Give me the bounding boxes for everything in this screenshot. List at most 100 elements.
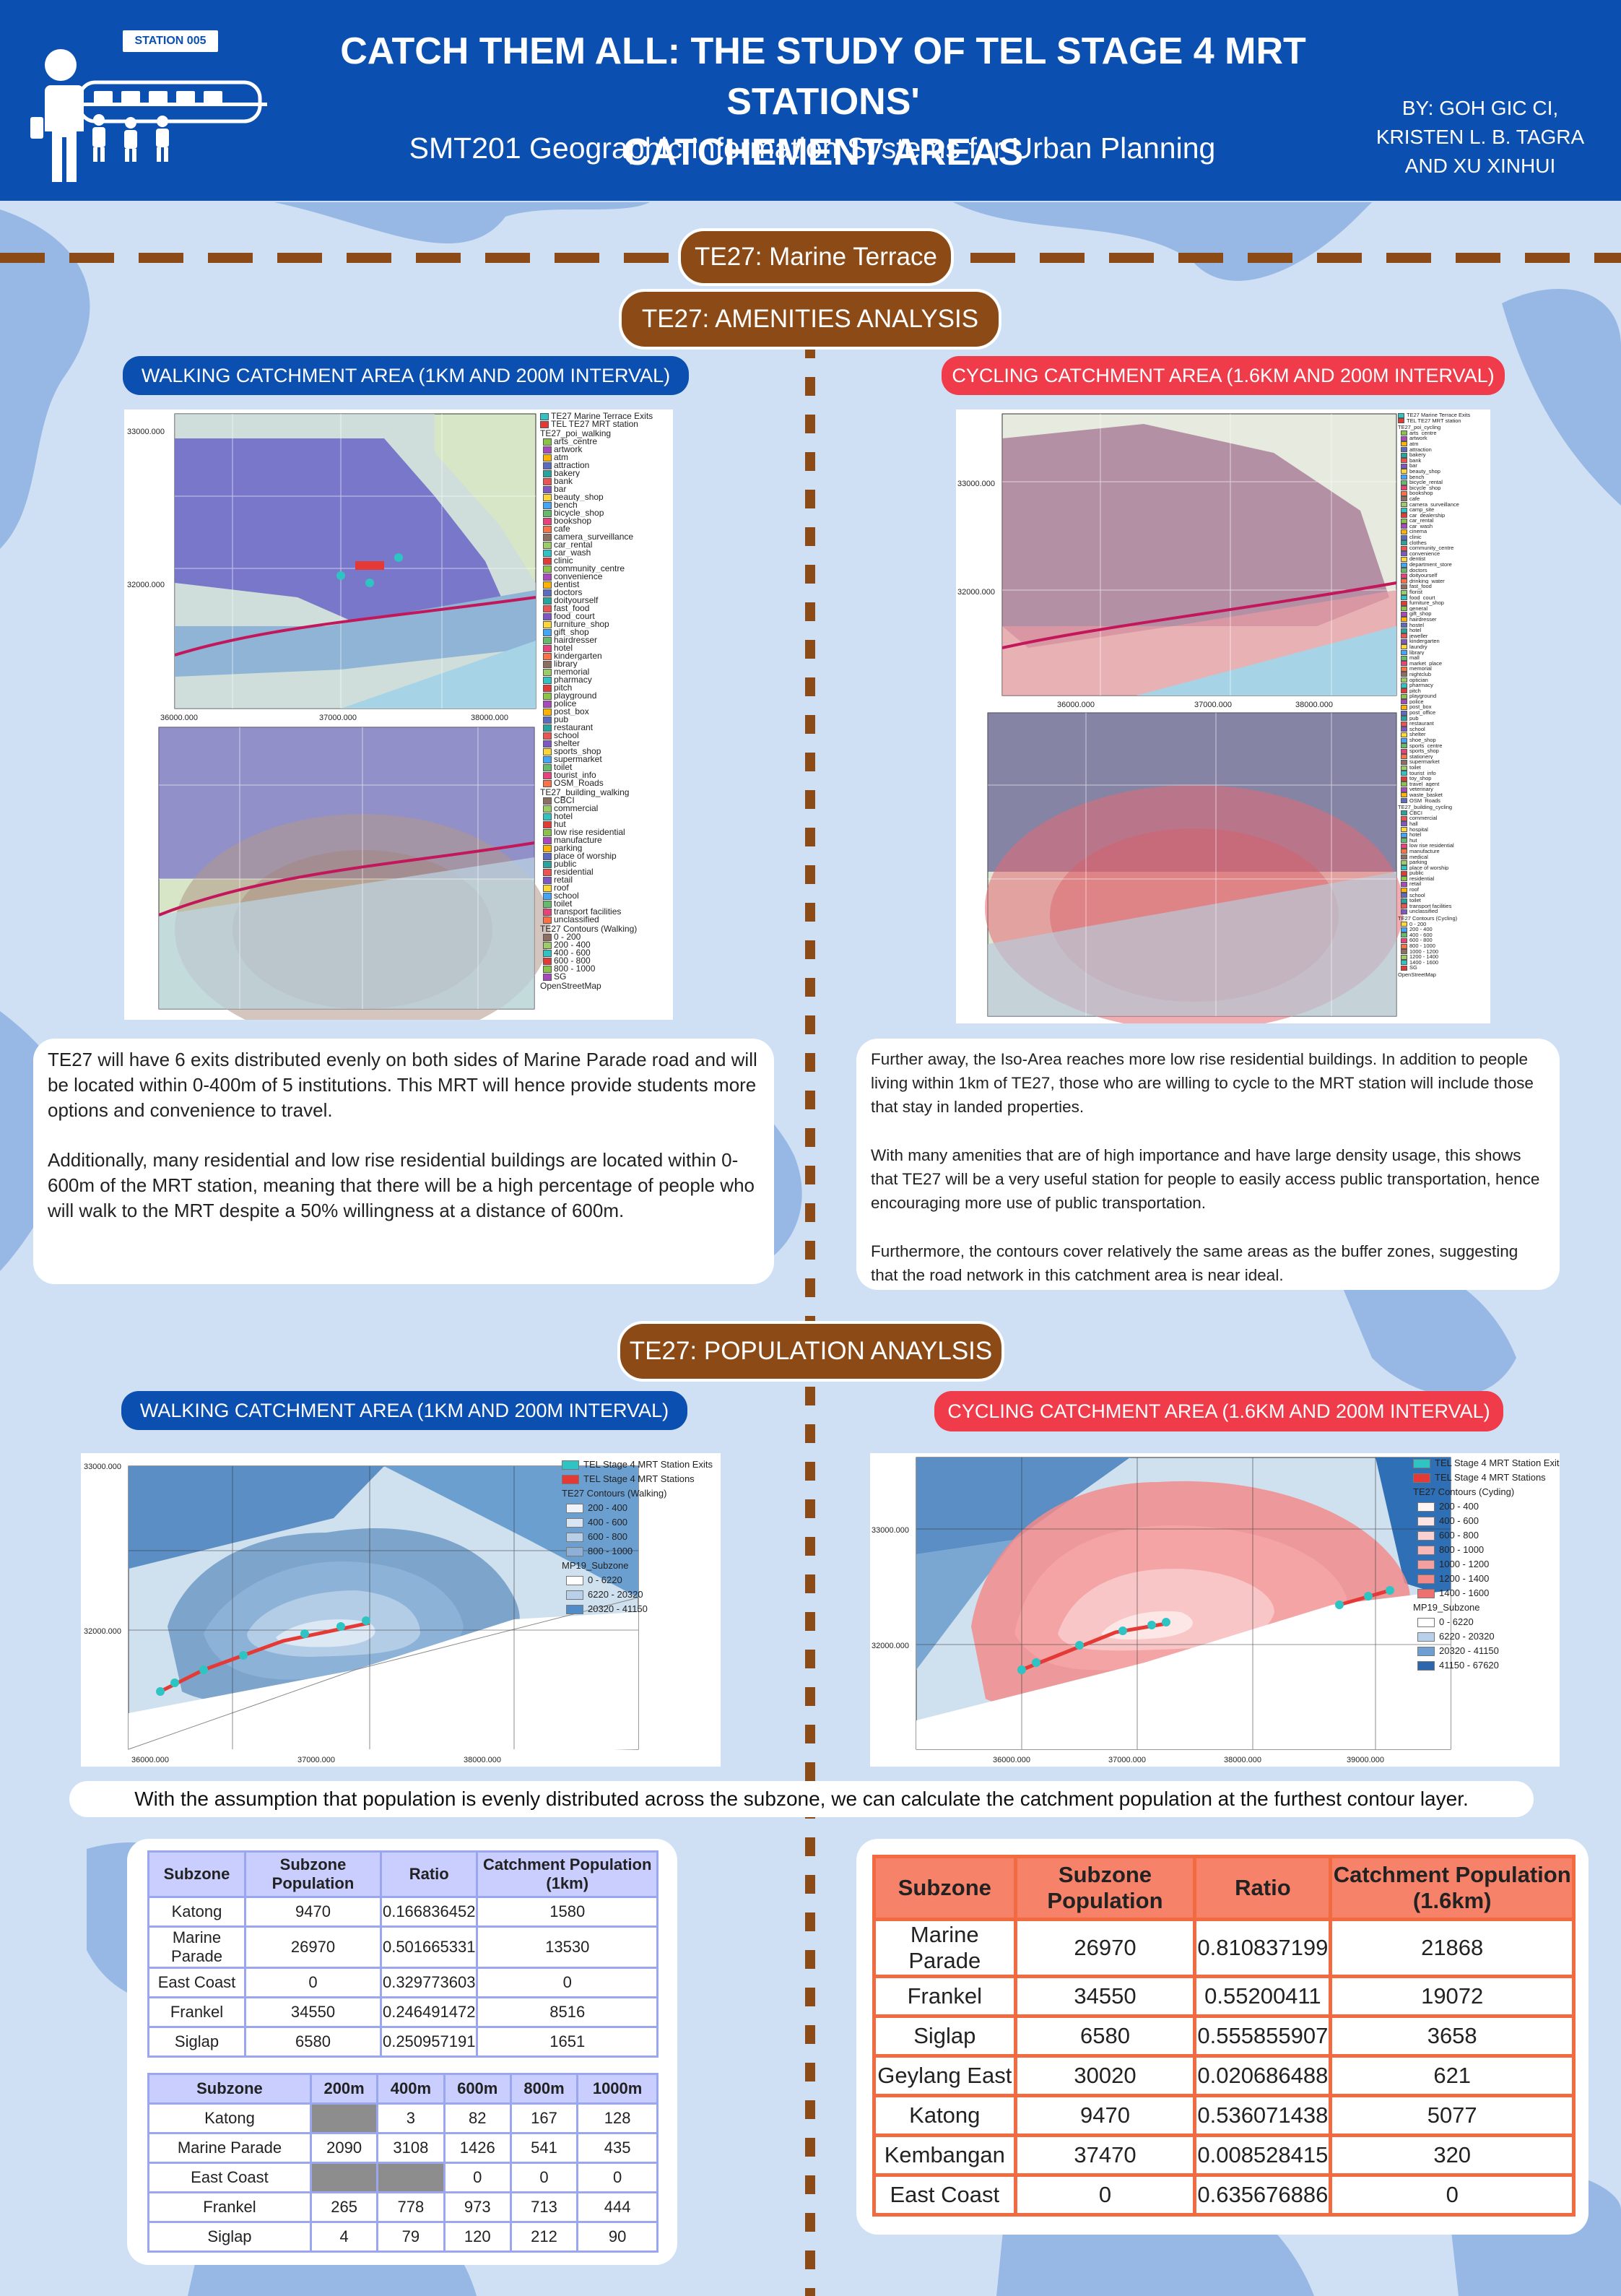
legend-label: 1400 - 1600 xyxy=(1439,1587,1490,1598)
table-cell: 128 xyxy=(576,2102,659,2134)
legend-label: 0 - 6220 xyxy=(1439,1616,1474,1627)
table-cell: Katong xyxy=(147,2102,312,2134)
table-cell: 19072 xyxy=(1329,1975,1576,2018)
legend-swatch xyxy=(1401,960,1407,966)
legend-label: TEL TE27 MRT station xyxy=(1407,417,1461,424)
legend-swatch xyxy=(1401,475,1407,480)
legend-swatch xyxy=(540,412,549,420)
table-cell: 541 xyxy=(509,2132,579,2164)
legend-swatch xyxy=(1401,954,1407,960)
legend-swatch xyxy=(1401,529,1407,534)
legend-label: sports_shop xyxy=(554,748,601,755)
legend-label: drinking_water xyxy=(1409,578,1445,584)
legend-item: car_rental xyxy=(1398,518,1490,524)
pop-cycle-legend: TEL Stage 4 MRT Station Exits TEL Stage 4… xyxy=(1413,1456,1560,1673)
legend-swatch xyxy=(1401,904,1407,909)
legend-label: 200 - 400 xyxy=(588,1502,627,1513)
legend-item: 1200 - 1400 xyxy=(1398,954,1490,960)
legend-label: post_box xyxy=(1409,704,1432,711)
legend-item: CBCI xyxy=(540,797,673,805)
table-row: Katong 9470 0.536071438 5077 xyxy=(872,2094,1576,2137)
legend-swatch xyxy=(1401,650,1407,656)
legend-label: retail xyxy=(1409,881,1422,888)
legend-label: 1000 - 1200 xyxy=(1409,948,1439,955)
legend-label: TEL Stage 4 MRT Station Exits xyxy=(1435,1457,1560,1468)
legend-item: bank xyxy=(540,477,673,485)
legend-item: playground xyxy=(1398,693,1490,699)
legend-swatch xyxy=(1417,1546,1435,1556)
table-header-cell: 200m xyxy=(309,2073,379,2105)
cycling-map-x-tick: 38000.000 xyxy=(1295,701,1333,709)
legend-swatch xyxy=(1417,1589,1435,1599)
legend-swatch xyxy=(1401,710,1407,716)
legend-label: food_court xyxy=(1409,594,1435,601)
legend-label: 400 - 600 xyxy=(588,1517,627,1528)
legend-swatch xyxy=(1401,463,1407,469)
legend-label: 6220 - 20320 xyxy=(588,1589,643,1600)
table-header-cell: Subzone xyxy=(147,1850,246,1898)
legend-item: toilet xyxy=(540,900,673,908)
legend-item: shoe_shop xyxy=(1398,737,1490,743)
legend-swatch xyxy=(1401,469,1407,475)
legend-swatch xyxy=(1401,922,1407,927)
legend-item: arts_centre xyxy=(1398,430,1490,436)
legend-label: TE27 Marine Terrace Exits xyxy=(1407,412,1471,418)
table-cell xyxy=(376,2162,446,2193)
legend-item: atm xyxy=(540,454,673,462)
legend-item: manufacture xyxy=(540,836,673,844)
table-header-cell: Ratio xyxy=(1193,1855,1333,1921)
legend-swatch xyxy=(1398,412,1404,418)
table-cell: Frankel xyxy=(872,1975,1017,2018)
poster-subtitle: SMT201 Geographic Information Systems fo… xyxy=(409,131,1216,165)
legend-label: shelter xyxy=(554,740,581,748)
legend-swatch xyxy=(1401,898,1407,904)
table-row: Katong 3 82 167 128 xyxy=(147,2102,659,2134)
legend-label: doctors xyxy=(1409,567,1427,573)
legend-item: cafe xyxy=(540,525,673,533)
legend-item: department_store xyxy=(1398,562,1490,568)
assumption-note: With the assumption that population is e… xyxy=(69,1781,1534,1817)
legend-swatch xyxy=(1401,490,1407,496)
legend-item: cafe xyxy=(1398,496,1490,502)
legend-item: hotel xyxy=(540,813,673,820)
legend-item: hut xyxy=(540,820,673,828)
legend-item: drinking_water xyxy=(1398,579,1490,584)
legend-swatch xyxy=(543,493,552,501)
legend-label: 0 - 200 xyxy=(554,933,581,941)
table-cell: 120 xyxy=(443,2221,512,2253)
legend-item: attraction xyxy=(1398,447,1490,453)
legend-item: bench xyxy=(1398,475,1490,480)
legend-item: toy_shop xyxy=(1398,776,1490,781)
legend-label: medical xyxy=(1409,854,1428,860)
legend-label: 600 - 800 xyxy=(588,1531,627,1542)
legend-item: community_centre xyxy=(1398,545,1490,551)
legend-label: artwork xyxy=(1409,436,1427,441)
legend-item: memorial xyxy=(1398,666,1490,672)
legend-swatch xyxy=(543,916,552,924)
cycling-map-x-tick: 36000.000 xyxy=(1057,701,1095,709)
station-sign: STATION 005 xyxy=(123,30,218,52)
legend-label: 400 - 600 xyxy=(1439,1515,1479,1526)
table-header-row: Subzone 200m 400m 600m 800m 1000m xyxy=(147,2073,659,2105)
legend-swatch xyxy=(543,636,552,644)
legend-item: place of worship xyxy=(1398,865,1490,871)
legend-item: sports_shop xyxy=(1398,748,1490,754)
legend-label: dentist xyxy=(554,581,580,589)
legend-label: 20320 - 41150 xyxy=(1439,1645,1499,1656)
legend-label: clothes xyxy=(1409,540,1427,546)
table-cell: 1651 xyxy=(476,2025,659,2058)
table-cell: Frankel xyxy=(147,2191,312,2223)
legend-item: 800 - 1000 xyxy=(540,965,673,973)
legend-swatch xyxy=(543,517,552,525)
legend-swatch xyxy=(1401,716,1407,722)
legend-swatch xyxy=(543,692,552,700)
table-cell: 167 xyxy=(509,2102,579,2134)
legend-item: bicycle_rental xyxy=(1398,480,1490,485)
table-cell: 0.536071438 xyxy=(1193,2094,1333,2137)
population-walking-map: 33000.000 32000.000 36000.000 37000.000 … xyxy=(81,1453,721,1767)
population-walking-tag: WALKING CATCHMENT AREA (1KM AND 200M INT… xyxy=(121,1391,687,1430)
legend-item: clothes xyxy=(1398,540,1490,546)
legend-swatch xyxy=(1401,832,1407,838)
legend-item: MP19_Subzone xyxy=(562,1559,721,1573)
legend-item: doctors xyxy=(540,589,673,597)
